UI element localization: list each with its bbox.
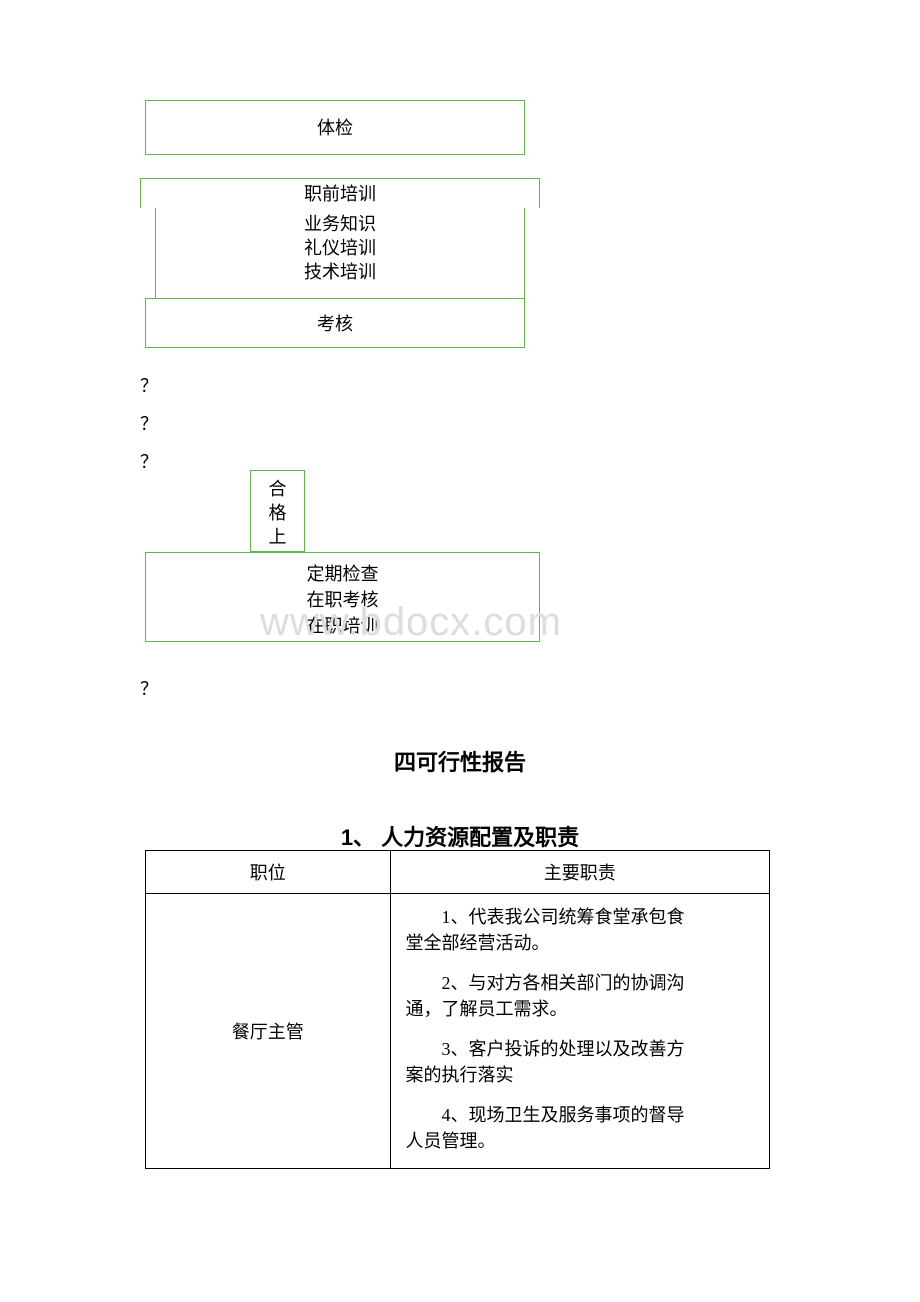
zhiqian-item-3: 技术培训 (156, 260, 524, 284)
dingqi-item-1: 定期检查 (146, 561, 539, 587)
zhiqian-item-2: 礼仪培训 (156, 236, 524, 260)
resp-0-1-l2: 通，了解员工需求。 (406, 999, 568, 1019)
resp-0-3-l2: 人员管理。 (406, 1131, 496, 1151)
header-position: 职位 (146, 851, 391, 894)
flow-box-tijian: 体检 (145, 100, 525, 155)
resp-0-2-l2: 案的执行落实 (406, 1065, 514, 1085)
question-mark-2: ？ (140, 410, 158, 436)
question-mark-1: ？ (140, 372, 158, 398)
section-heading-main: 四可行性报告 (0, 745, 920, 777)
hr-allocation-table: 职位 主要职责 餐厅主管 1、代表我公司统筹食堂承包食 堂全部经营活动。 2、与… (145, 850, 770, 1169)
watermark: www.bdocx.com (260, 600, 562, 645)
question-mark-4: ？ (140, 675, 158, 701)
zhiqian-item-1: 业务知识 (156, 212, 524, 236)
flow-box-zhiqian-title: 职前培训 (140, 178, 540, 208)
cell-position-0: 餐厅主管 (146, 894, 391, 1169)
table-header-row: 职位 主要职责 (146, 851, 770, 894)
header-responsibility: 主要职责 (390, 851, 769, 894)
flow-box-kaohe: 考核 (145, 298, 525, 348)
question-mark-3: ？ (140, 448, 158, 474)
flow-box-zhiqian-items: 业务知识 礼仪培训 技术培训 (155, 208, 525, 303)
resp-0-2-l1: 3、客户投诉的处理以及改善方 (442, 1039, 685, 1059)
resp-0-3-l1: 4、现场卫生及服务事项的督导 (442, 1105, 685, 1125)
section-heading-sub: 1、 人力资源配置及职责 (0, 820, 920, 852)
table-row: 餐厅主管 1、代表我公司统筹食堂承包食 堂全部经营活动。 2、与对方各相关部门的… (146, 894, 770, 1169)
cell-responsibilities-0: 1、代表我公司统筹食堂承包食 堂全部经营活动。 2、与对方各相关部门的协调沟 通… (390, 894, 769, 1169)
flow-box-hege: 合 格 上 (250, 470, 305, 552)
resp-0-1-l1: 2、与对方各相关部门的协调沟 (442, 973, 685, 993)
resp-0-0-l1: 1、代表我公司统筹食堂承包食 (442, 907, 685, 927)
hege-line-3: 上 (251, 525, 304, 549)
hege-line-2: 格 (251, 501, 304, 525)
hege-line-1: 合 (251, 477, 304, 501)
resp-0-0-l2: 堂全部经营活动。 (406, 933, 550, 953)
